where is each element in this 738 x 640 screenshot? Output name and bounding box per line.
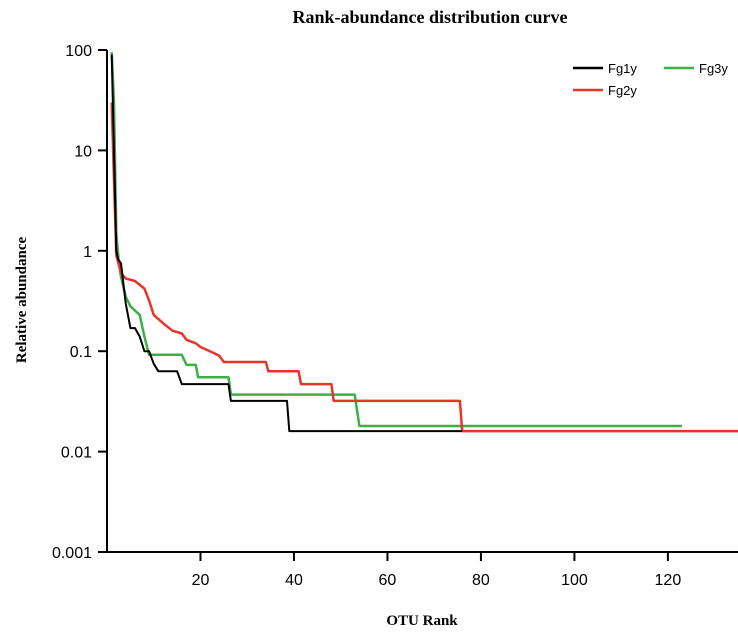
x-tick-label: 100 xyxy=(561,572,588,589)
chart-title: Rank-abundance distribution curve xyxy=(292,7,567,27)
series-line-fg3y xyxy=(110,52,682,428)
x-tick-label: 40 xyxy=(285,572,303,589)
y-tick-label: 0.1 xyxy=(70,344,92,361)
series-lines xyxy=(110,52,738,433)
y-tick-label: 0.001 xyxy=(52,545,92,562)
legend: Fg1y Fg2y Fg3y xyxy=(573,61,728,98)
y-tick-label: 10 xyxy=(74,143,92,160)
legend-label-fg1y: Fg1y xyxy=(608,61,637,76)
x-tick-label: 60 xyxy=(379,572,397,589)
legend-label-fg2y: Fg2y xyxy=(608,83,637,98)
y-tick-label: 0.01 xyxy=(61,445,92,462)
y-tick-label: 100 xyxy=(65,43,92,60)
y-tick-label: 1 xyxy=(83,244,92,261)
x-tick-label: 120 xyxy=(655,572,682,589)
series-line-fg1y xyxy=(110,54,463,433)
x-tick-label: 80 xyxy=(472,572,490,589)
y-axis-label: Relative abundance xyxy=(14,237,30,364)
x-axis-label: OTU Rank xyxy=(386,613,458,629)
legend-label-fg3y: Fg3y xyxy=(699,61,728,76)
axes: 0.001 0.01 0.1 1 10 100 20 40 60 80 100 120 xyxy=(52,43,738,589)
x-tick-label: 20 xyxy=(192,572,210,589)
series-line-fg2y xyxy=(110,102,738,433)
